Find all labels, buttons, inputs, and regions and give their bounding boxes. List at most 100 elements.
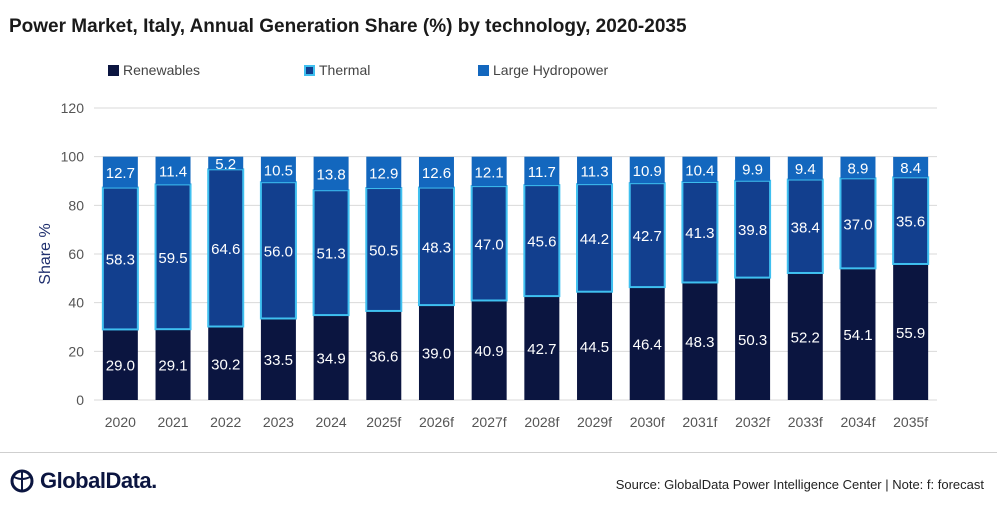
x-tick-label: 2023: [263, 414, 294, 430]
x-tick-label: 2029f: [577, 414, 612, 430]
data-label-thermal: 44.2: [580, 231, 609, 248]
data-label-large-hydropower: 5.2: [215, 156, 236, 173]
bar-segment-thermal: [734, 179, 772, 279]
bar-segment-large-hydropower: [208, 156, 244, 170]
bar-segment-renewables: [787, 272, 823, 400]
x-tick-label: 2032f: [735, 414, 770, 430]
data-label-thermal: 39.8: [738, 222, 767, 239]
bar-segment-large-hydropower: [102, 156, 138, 188]
x-tick-label: 2025f: [366, 414, 401, 430]
x-tick-label: 2027f: [472, 414, 507, 430]
legend-swatch-large-hydropower: [478, 64, 489, 76]
stacked-bar-chart: 0 20 40 60 80 100 120 Share % 29.0 58.3 12.7 2020 29…: [37, 100, 937, 430]
data-label-large-hydropower: 8.9: [848, 160, 869, 177]
y-tick-label: 20: [68, 343, 84, 359]
data-label-large-hydropower: 11.3: [580, 163, 608, 180]
bar-segment-renewables: [260, 318, 296, 400]
data-label-thermal: 41.3: [685, 225, 714, 242]
bar-segment-renewables: [155, 329, 191, 400]
data-label-large-hydropower: 12.1: [475, 164, 504, 181]
data-label-thermal: 64.6: [211, 241, 240, 258]
x-tick-label: 2026f: [419, 414, 454, 430]
y-axis-label: Share %: [37, 223, 54, 284]
globaldata-logo: GlobalData.: [9, 468, 157, 494]
bar-segment-thermal: [470, 185, 508, 302]
bar-segment-thermal: [154, 183, 192, 331]
y-tick-label: 40: [68, 295, 84, 311]
x-tick-label: 2020: [105, 414, 136, 430]
data-label-large-hydropower: 9.9: [742, 162, 763, 179]
bar-segment-renewables: [471, 300, 507, 400]
legend-swatch-thermal: [304, 64, 315, 76]
data-label-thermal: 59.5: [158, 250, 187, 267]
bar-segment-thermal: [892, 176, 930, 265]
x-tick-label: 2035f: [893, 414, 928, 430]
legend-item-thermal: Thermal: [304, 62, 370, 78]
chart-title: Power Market, Italy, Annual Generation S…: [9, 16, 687, 37]
y-tick-label: 0: [76, 392, 84, 408]
y-tick-label: 100: [61, 149, 85, 165]
bar-segment-renewables: [682, 282, 718, 400]
legend-label-renewables: Renewables: [123, 62, 201, 78]
data-label-large-hydropower: 12.7: [106, 165, 135, 182]
bar-segment-thermal: [681, 180, 719, 284]
footer-divider: [0, 452, 997, 453]
data-label-large-hydropower: 13.8: [316, 166, 345, 183]
bar-segment-large-hydropower: [577, 156, 613, 185]
data-label-large-hydropower: 8.4: [900, 160, 921, 177]
bar-segment-renewables: [524, 296, 560, 400]
bar-segment-renewables: [208, 326, 244, 400]
legend-label-thermal: Thermal: [319, 62, 371, 78]
legend: Renewables Thermal Large Hydropower: [0, 62, 997, 82]
bar-segment-large-hydropower: [418, 156, 454, 188]
data-label-thermal: 58.3: [106, 252, 135, 269]
bar-segment-renewables: [418, 305, 454, 400]
legend-label-large-hydropower: Large Hydropower: [493, 62, 609, 78]
data-label-thermal: 47.0: [475, 236, 504, 253]
x-tick-label: 2021: [157, 414, 188, 430]
bar-segment-large-hydropower: [735, 156, 771, 181]
bar-segment-large-hydropower: [260, 156, 296, 183]
data-label-thermal: 50.5: [369, 242, 398, 259]
data-label-large-hydropower: 12.6: [422, 165, 451, 182]
bar-segment-thermal: [786, 178, 824, 274]
legend-item-renewables: Renewables: [108, 62, 200, 78]
data-label-renewables: 55.9: [896, 325, 925, 342]
bar-segment-renewables: [735, 277, 771, 400]
bar-segment-renewables: [577, 291, 613, 400]
bar-segment-large-hydropower: [840, 156, 876, 179]
data-label-renewables: 46.4: [633, 337, 662, 354]
bar-segment-large-hydropower: [155, 156, 191, 185]
data-label-renewables: 42.7: [527, 341, 556, 358]
bar-segment-large-hydropower: [629, 156, 665, 184]
bar-segment-large-hydropower: [366, 156, 402, 189]
data-label-large-hydropower: 10.4: [685, 162, 714, 179]
data-label-thermal: 35.6: [896, 214, 925, 231]
data-label-renewables: 30.2: [211, 356, 240, 373]
data-label-thermal: 51.3: [316, 246, 345, 263]
y-tick-label: 60: [68, 246, 84, 262]
bar-segment-thermal: [312, 189, 350, 317]
data-label-thermal: 48.3: [422, 239, 451, 256]
legend-item-large-hydropower: Large Hydropower: [478, 62, 608, 78]
bar-segment-renewables: [313, 315, 349, 400]
data-label-large-hydropower: 12.9: [369, 165, 398, 182]
bar-segment-renewables: [366, 310, 402, 400]
bar-segment-large-hydropower: [682, 156, 718, 182]
data-label-large-hydropower: 10.5: [264, 162, 293, 179]
data-label-renewables: 54.1: [843, 327, 872, 344]
x-tick-label: 2024: [316, 414, 347, 430]
bar-segment-thermal: [523, 184, 561, 298]
data-label-thermal: 38.4: [791, 219, 820, 236]
data-label-renewables: 29.0: [106, 358, 135, 375]
logo-text: GlobalData.: [40, 468, 157, 493]
bar-segment-large-hydropower: [893, 156, 929, 178]
data-label-renewables: 52.2: [791, 329, 820, 346]
bar-segment-large-hydropower: [471, 156, 507, 187]
data-label-renewables: 50.3: [738, 332, 767, 349]
data-label-renewables: 48.3: [685, 334, 714, 351]
data-label-thermal: 56.0: [264, 243, 293, 260]
data-label-large-hydropower: 10.9: [633, 163, 662, 180]
source-note: Source: GlobalData Power Intelligence Ce…: [615, 477, 984, 492]
bar-segment-renewables: [840, 268, 876, 400]
